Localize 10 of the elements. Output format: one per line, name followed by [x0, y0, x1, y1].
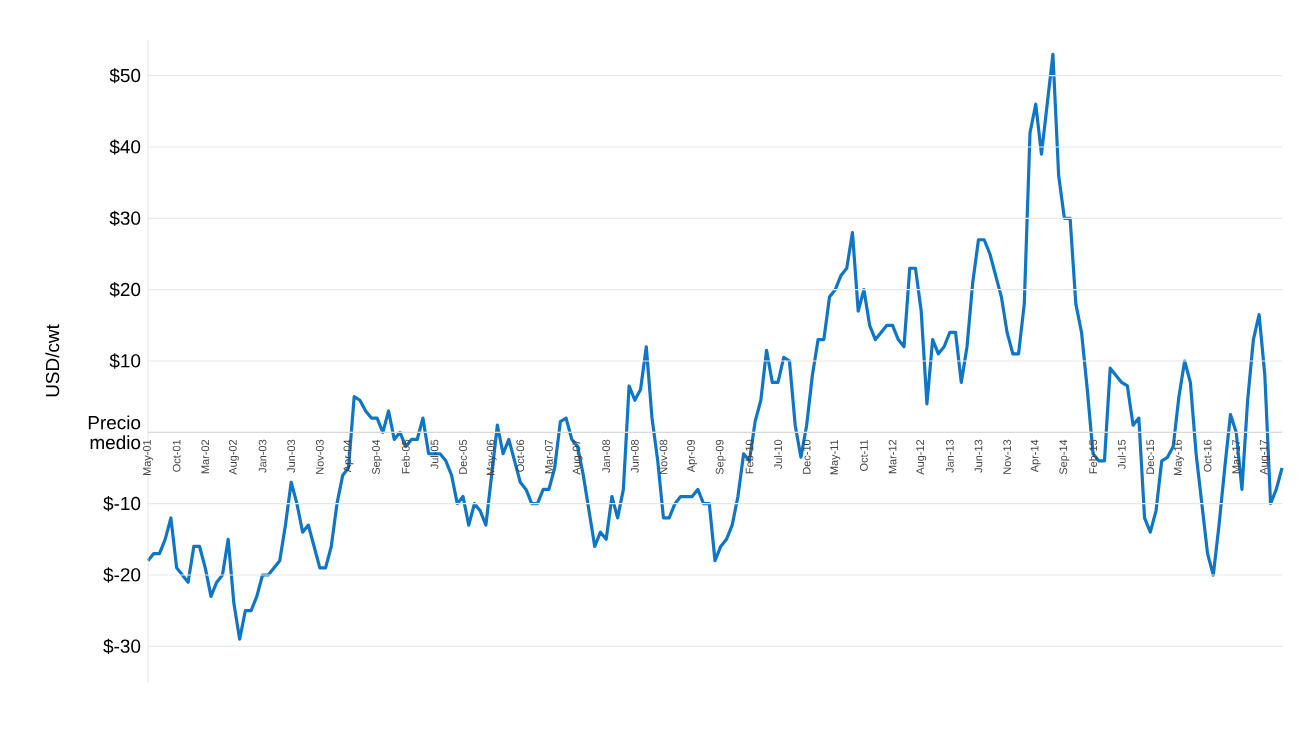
y-axis-title: USD/cwt	[45, 324, 60, 397]
y-tick-label: Precio medio	[88, 415, 141, 450]
y-tick-label: $-10	[103, 495, 141, 512]
y-tick-label: $10	[109, 353, 141, 369]
y-tick-label: $50	[109, 67, 141, 84]
y-tick-label: $-30	[103, 638, 141, 654]
y-tick-label: $20	[109, 281, 141, 298]
y-tick-label: $30	[109, 210, 141, 226]
y-tick-label: $-20	[103, 567, 141, 583]
y-tick-label: $40	[109, 139, 141, 155]
